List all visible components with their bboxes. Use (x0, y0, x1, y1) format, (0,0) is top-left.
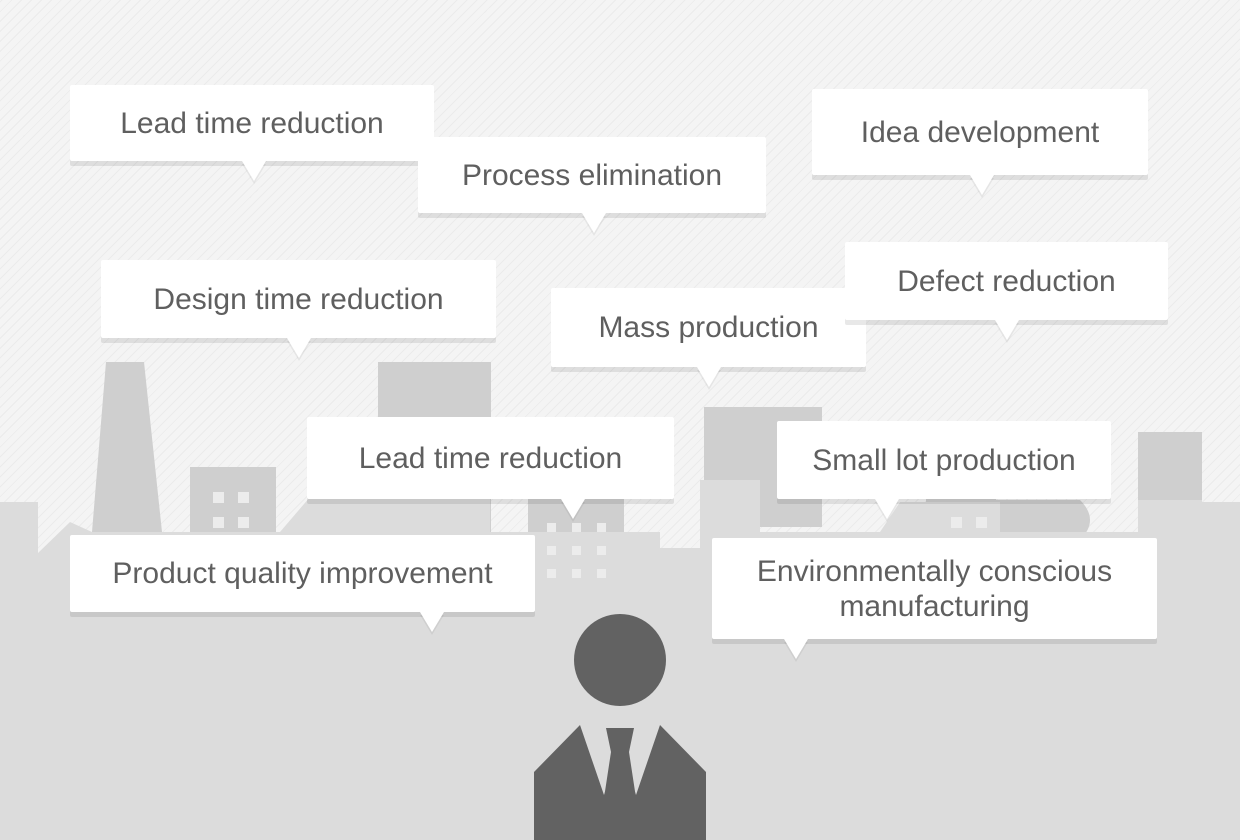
bubble-label: Process elimination (461, 158, 723, 192)
bubble-idea-development: Idea development (812, 89, 1148, 195)
business-person-icon (534, 614, 706, 840)
bubble-tail (420, 612, 444, 632)
bubble-product-quality-improvement: Product quality improvement (70, 535, 535, 632)
bubble-process-elimination: Process elimination (418, 137, 766, 233)
bubble-small-lot-production: Small lot production (777, 421, 1111, 519)
bubble-label: Lead time reduction (358, 441, 623, 475)
bubble-tail (995, 320, 1019, 340)
bubble-label: Idea development (860, 115, 1100, 149)
bubble-mass-production: Mass production (551, 288, 866, 387)
bubble-label: Mass production (598, 311, 819, 344)
bubble-tail (697, 367, 721, 387)
bubble-tail (582, 213, 606, 233)
bubble-label: Small lot production (812, 443, 1076, 477)
bubble-defect-reduction: Defect reduction (845, 242, 1168, 340)
bubble-label: Environmentally conscious manufacturing (756, 554, 1113, 623)
bubble-label: Lead time reduction (120, 106, 384, 140)
bubble-label: Defect reduction (897, 264, 1116, 298)
bubble-tail (287, 338, 311, 358)
building-windows (213, 492, 987, 578)
bubble-environmentally-conscious-manufacturing: Environmentally conscious manufacturing (712, 538, 1157, 659)
bubble-tail (784, 639, 808, 659)
person-collar (580, 725, 660, 795)
person-head (574, 614, 666, 706)
bubble-tail (561, 499, 585, 519)
bubble-tail (242, 161, 266, 181)
bubble-tail (875, 499, 899, 519)
bubble-label: Product quality improvement (112, 557, 493, 590)
bubble-design-time-reduction: Design time reduction (101, 260, 496, 358)
bubble-lead-time-reduction-top: Lead time reduction (70, 85, 434, 181)
bubble-lead-time-reduction-middle: Lead time reduction (307, 417, 674, 519)
bubble-label: Design time reduction (153, 282, 444, 316)
person-tie (604, 728, 636, 812)
bubble-tail (970, 175, 994, 195)
